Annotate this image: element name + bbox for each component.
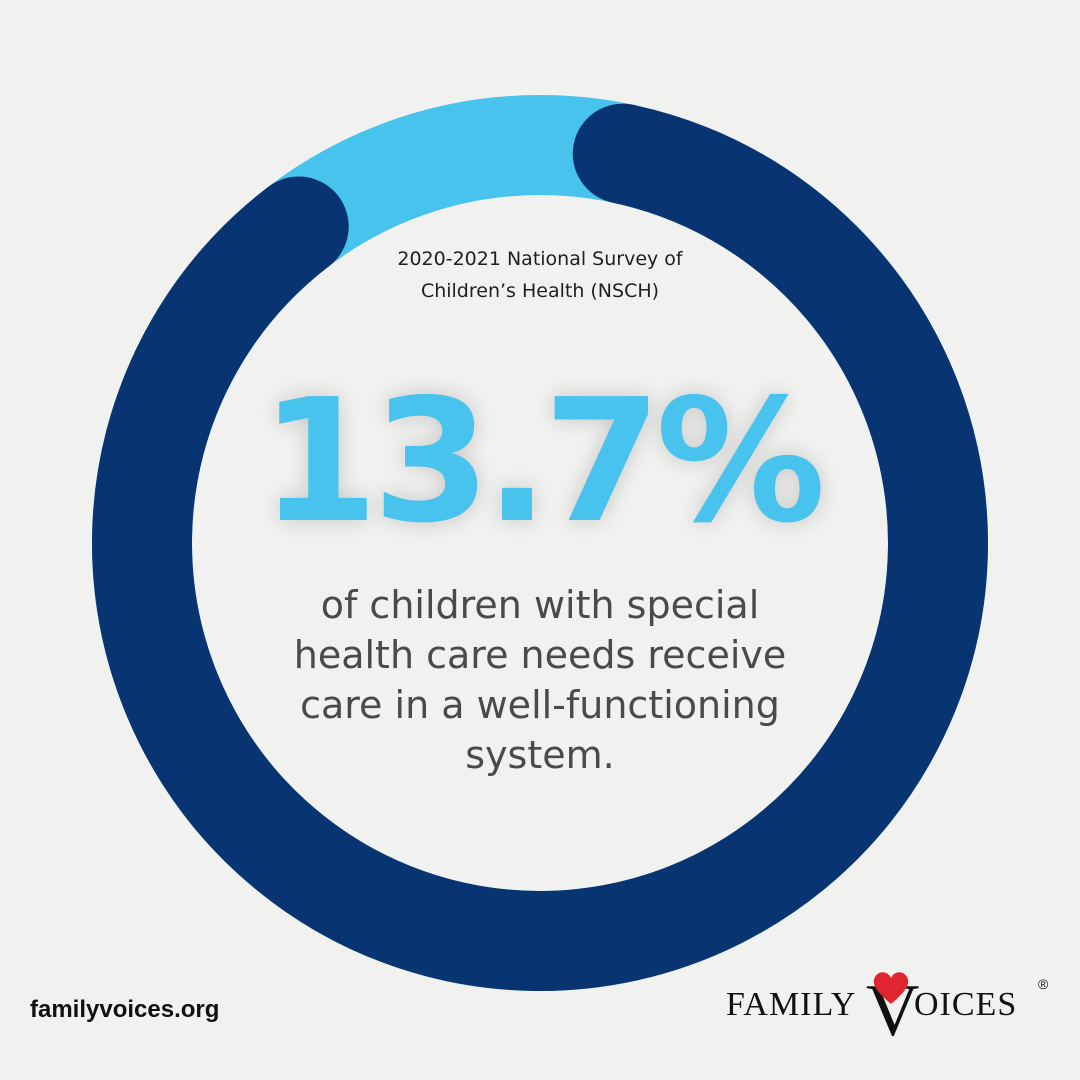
- logo-word-family: FAMILY: [726, 986, 857, 1023]
- family-voices-logo: FAMILY V OICES ®: [726, 972, 1056, 1062]
- caption-line-1: of children with special: [320, 583, 760, 627]
- survey-source-line-1: 2020-2021 National Survey of: [397, 248, 683, 270]
- donut-segment-remainder: [92, 103, 988, 991]
- survey-source: 2020-2021 National Survey of Children’s …: [300, 243, 780, 307]
- website-link[interactable]: familyvoices.org: [30, 996, 220, 1023]
- heart-icon: [873, 972, 909, 1004]
- caption-line-4: system.: [465, 733, 615, 777]
- caption-line-2: health care needs receive: [293, 633, 787, 677]
- stat-caption: of children with special health care nee…: [215, 580, 865, 780]
- logo-word-oices: OICES: [914, 986, 1018, 1023]
- headline-percentage: 13.7%: [260, 363, 826, 561]
- survey-source-line-2: Children’s Health (NSCH): [420, 280, 660, 302]
- caption-line-3: care in a well-functioning: [300, 683, 780, 727]
- registered-mark: ®: [1038, 976, 1049, 992]
